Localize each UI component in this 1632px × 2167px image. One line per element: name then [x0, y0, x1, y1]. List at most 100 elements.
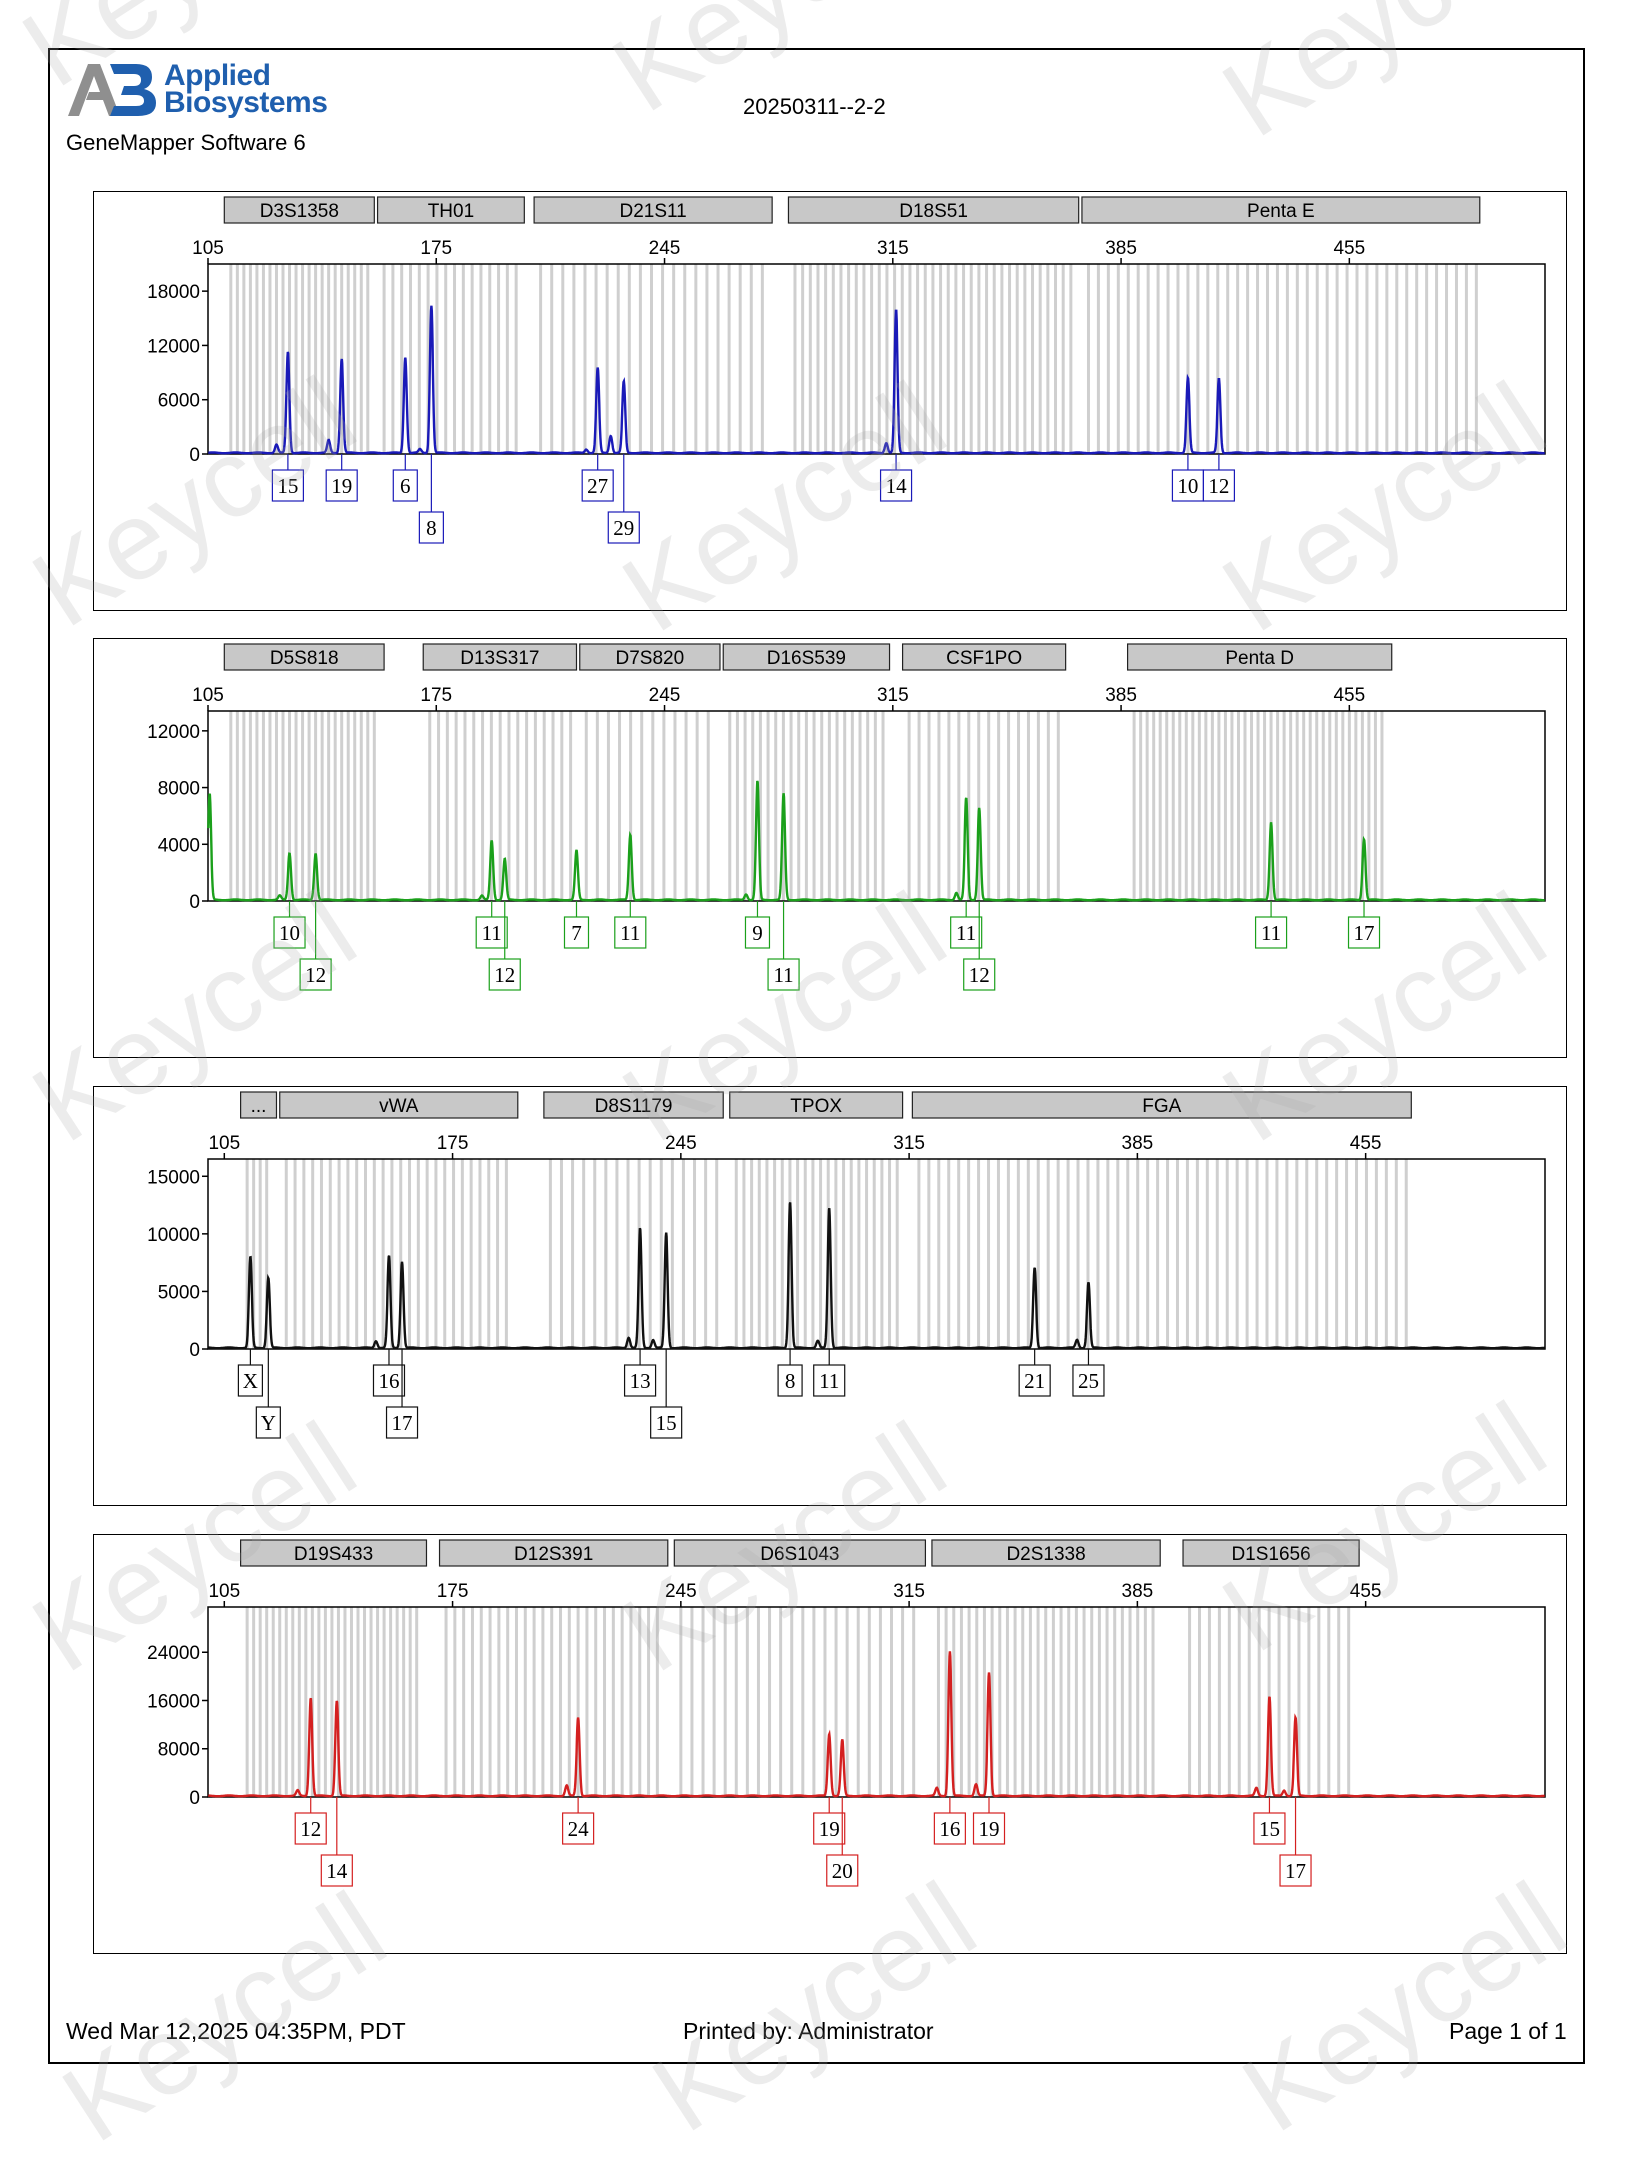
- x-tick-label: 385: [1122, 1133, 1154, 1154]
- allele-call: 12: [294, 1797, 327, 1845]
- x-tick-label: 455: [1333, 685, 1365, 706]
- y-tick-label: 4000: [158, 835, 200, 856]
- allele-label-box: [488, 958, 521, 991]
- locus-name: TH01: [428, 201, 474, 222]
- allele-call: 15: [271, 454, 304, 502]
- electropherogram-panel-green: 105 175 245 315 385 455 0 4000 8000 12000 D5S818 D1…: [93, 638, 1567, 1058]
- locus-box: [722, 643, 891, 671]
- trace-line: [208, 1202, 1545, 1350]
- y-tick-label: 16000: [147, 1691, 200, 1712]
- allele-call: 10: [1171, 454, 1205, 502]
- trace-line: [208, 305, 1545, 455]
- allele-call: 10: [273, 901, 306, 949]
- allele-call: 12: [1202, 454, 1236, 502]
- x-tick-label: 455: [1350, 1133, 1382, 1154]
- locus-header: D3S1358: [223, 196, 375, 224]
- y-tick-label: 24000: [147, 1643, 200, 1664]
- x-tick-label: 245: [649, 685, 681, 706]
- plot-frame: [207, 263, 1546, 455]
- locus-name: D5S818: [270, 648, 339, 669]
- locus-name: D1S1656: [1231, 1544, 1310, 1565]
- allele-label: 25: [1078, 1369, 1099, 1393]
- locus-name: D21S11: [619, 201, 686, 222]
- locus-box: [931, 1539, 1161, 1567]
- locus-header: D2S1338: [931, 1539, 1161, 1567]
- allele-label-box: [563, 916, 590, 949]
- locus-name: TPOX: [790, 1096, 842, 1117]
- allele-label: 11: [1261, 921, 1281, 945]
- x-tick-label: 105: [208, 1581, 240, 1602]
- locus-box: [787, 196, 1080, 224]
- y-tick-label: 18000: [147, 282, 200, 303]
- allele-label-box: [1072, 1364, 1105, 1397]
- x-tick-label: 385: [1105, 685, 1137, 706]
- locus-header: D5S818: [223, 643, 385, 671]
- allele-label: 6: [400, 474, 411, 498]
- x-tick-label: 175: [437, 1133, 469, 1154]
- allele-label: 19: [819, 1817, 840, 1841]
- allele-label: 10: [279, 921, 300, 945]
- y-tick-label: 12000: [147, 336, 200, 357]
- allele-label-box: [1253, 1812, 1286, 1845]
- allele-label-box: [972, 1812, 1006, 1845]
- locus-header: FGA: [911, 1091, 1412, 1119]
- allele-label: 11: [482, 921, 502, 945]
- ladder-bins: [229, 711, 1384, 901]
- locus-name: Penta D: [1225, 648, 1294, 669]
- chart-svg: 105 175 245 315 385 455 0 4000 8000 12000 D5S818 D1…: [147, 643, 1546, 991]
- locus-name: D3S1358: [260, 201, 339, 222]
- allele-label: 29: [613, 516, 634, 540]
- allele-label: 19: [979, 1817, 1000, 1841]
- locus-box: [579, 643, 721, 671]
- x-tick-label: 105: [208, 1133, 240, 1154]
- footer-printed-by: Printed by: Administrator: [683, 2018, 934, 2044]
- locus-box: [543, 1091, 724, 1119]
- locus-header: D13S317: [422, 643, 578, 671]
- y-tick-label: 12000: [147, 722, 200, 743]
- allele-label-box: [320, 1854, 353, 1887]
- y-tick-label: 15000: [147, 1167, 200, 1188]
- locus-box: [223, 196, 375, 224]
- allele-call: 8: [418, 454, 444, 544]
- allele-label-box: [744, 916, 771, 949]
- allele-label: 27: [587, 474, 608, 498]
- locus-name: D7S820: [616, 648, 685, 669]
- y-tick-label: 6000: [158, 391, 200, 412]
- x-tick-label: 245: [665, 1581, 697, 1602]
- allele-label: 11: [620, 921, 640, 945]
- allele-label-box: [826, 1854, 859, 1887]
- locus-header: Penta E: [1081, 196, 1481, 224]
- allele-label-box: [933, 1812, 966, 1845]
- y-tick-label: 0: [189, 1340, 200, 1361]
- allele-label: 15: [277, 474, 298, 498]
- allele-label: 15: [656, 1411, 677, 1435]
- allele-call: 11: [614, 901, 647, 949]
- locus-name: ...: [251, 1096, 267, 1117]
- allele-call: X: [237, 1349, 263, 1397]
- allele-label-box: [237, 1364, 263, 1397]
- allele-call: 13: [623, 1349, 657, 1397]
- locus-header: D8S1179: [543, 1091, 724, 1119]
- allele-call: 11: [767, 901, 800, 991]
- trace-line: [208, 1651, 1545, 1798]
- locus-header: D18S51: [787, 196, 1080, 224]
- allele-call: 7: [563, 901, 590, 949]
- allele-label-box: [1347, 916, 1381, 949]
- run-title: 20250311--2-2: [743, 94, 886, 119]
- allele-call: 11: [813, 1349, 846, 1397]
- x-tick-label: 455: [1333, 238, 1365, 259]
- footer-page-number: Page 1 of 1: [1449, 2018, 1567, 2044]
- allele-call: 19: [972, 1797, 1006, 1845]
- allele-label-box: [607, 511, 640, 544]
- logo-text-applied: Applied: [164, 59, 271, 92]
- locus-header: D6S1043: [673, 1539, 927, 1567]
- allele-call: Y: [255, 1349, 281, 1439]
- locus-header: D12S391: [438, 1539, 669, 1567]
- allele-label-box: [950, 916, 983, 949]
- locus-box: [1126, 643, 1393, 671]
- locus-box: [1182, 1539, 1360, 1567]
- allele-label: 7: [571, 921, 582, 945]
- allele-label: 16: [378, 1369, 399, 1393]
- locus-header: D1S1656: [1182, 1539, 1360, 1567]
- allele-call: 14: [879, 454, 913, 502]
